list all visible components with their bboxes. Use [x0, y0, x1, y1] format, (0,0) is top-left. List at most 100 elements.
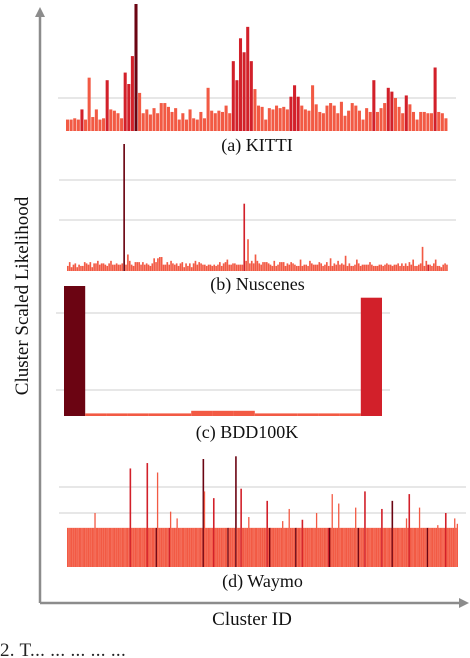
bar [246, 527, 249, 567]
bar [254, 254, 257, 271]
bar [246, 26, 250, 131]
bar [357, 527, 360, 567]
bar [451, 527, 453, 567]
bar [234, 263, 236, 271]
bar [436, 265, 439, 271]
bar [120, 118, 124, 131]
bar [137, 527, 139, 567]
bar [254, 527, 256, 567]
bar [173, 527, 176, 567]
bar [188, 527, 190, 567]
bar [315, 513, 318, 567]
bar [164, 264, 167, 271]
bar [360, 297, 382, 416]
bar [219, 527, 221, 567]
bar [239, 527, 241, 567]
bar [220, 265, 223, 271]
bar [107, 527, 109, 567]
bar [146, 463, 149, 567]
bar [366, 527, 369, 567]
bar [241, 264, 244, 271]
bar [166, 106, 170, 131]
bar [138, 262, 140, 271]
bar [239, 264, 242, 271]
bar [134, 527, 137, 567]
bar [219, 262, 221, 271]
bar [99, 527, 101, 567]
bar [332, 527, 335, 567]
bar [190, 267, 193, 271]
bar [359, 265, 362, 271]
bar [443, 527, 445, 567]
bar [158, 257, 161, 271]
bar [211, 265, 214, 271]
bar [326, 527, 328, 567]
bar [258, 527, 260, 567]
bar [400, 527, 402, 567]
bar [357, 110, 361, 131]
bar [73, 527, 75, 567]
bar [307, 110, 311, 131]
bar [93, 263, 95, 271]
bar [195, 119, 199, 131]
bar [417, 527, 419, 567]
bar [406, 265, 409, 271]
bar [350, 103, 354, 131]
bar [290, 262, 292, 271]
bar [421, 527, 423, 567]
bar [426, 113, 430, 131]
bar [368, 111, 372, 131]
bar [297, 413, 319, 416]
bar [369, 527, 371, 567]
bar [412, 527, 414, 567]
bar [123, 72, 127, 131]
bar [244, 527, 246, 567]
bar [212, 410, 234, 416]
bar [327, 527, 330, 567]
bar [94, 513, 96, 567]
bar [429, 264, 431, 271]
bar [336, 113, 340, 131]
bar [361, 264, 364, 271]
y-axis-label: Cluster Scaled Likelihood [12, 196, 33, 395]
bar [275, 527, 277, 567]
bar [306, 527, 309, 567]
bar [81, 527, 83, 567]
bar [350, 265, 353, 271]
bar [426, 527, 429, 567]
bar [119, 527, 121, 567]
bar [257, 105, 261, 131]
bar [253, 89, 257, 131]
bar [93, 527, 95, 567]
bar [265, 262, 268, 271]
bar [222, 527, 224, 567]
bar [87, 527, 90, 567]
bar [185, 527, 187, 567]
bar [429, 113, 434, 131]
bar [192, 527, 194, 567]
bar [455, 527, 457, 567]
bar [385, 527, 387, 567]
bar [159, 527, 161, 567]
bar [411, 527, 413, 567]
bar [102, 527, 104, 567]
bar [141, 527, 143, 567]
bar [444, 263, 446, 271]
bar [358, 527, 361, 567]
bar [115, 263, 118, 271]
bar [253, 527, 255, 567]
bar [291, 527, 293, 567]
bar [68, 262, 71, 271]
bar [356, 527, 358, 567]
bar [379, 527, 382, 567]
bar [355, 507, 357, 567]
bar [198, 262, 201, 271]
bar [111, 527, 113, 567]
bar [289, 527, 292, 567]
bar [205, 527, 207, 567]
panel-3: (c) BDD100K [56, 286, 390, 443]
bar [172, 263, 174, 271]
bar [340, 527, 342, 567]
bar [220, 111, 225, 131]
bar [314, 104, 318, 131]
